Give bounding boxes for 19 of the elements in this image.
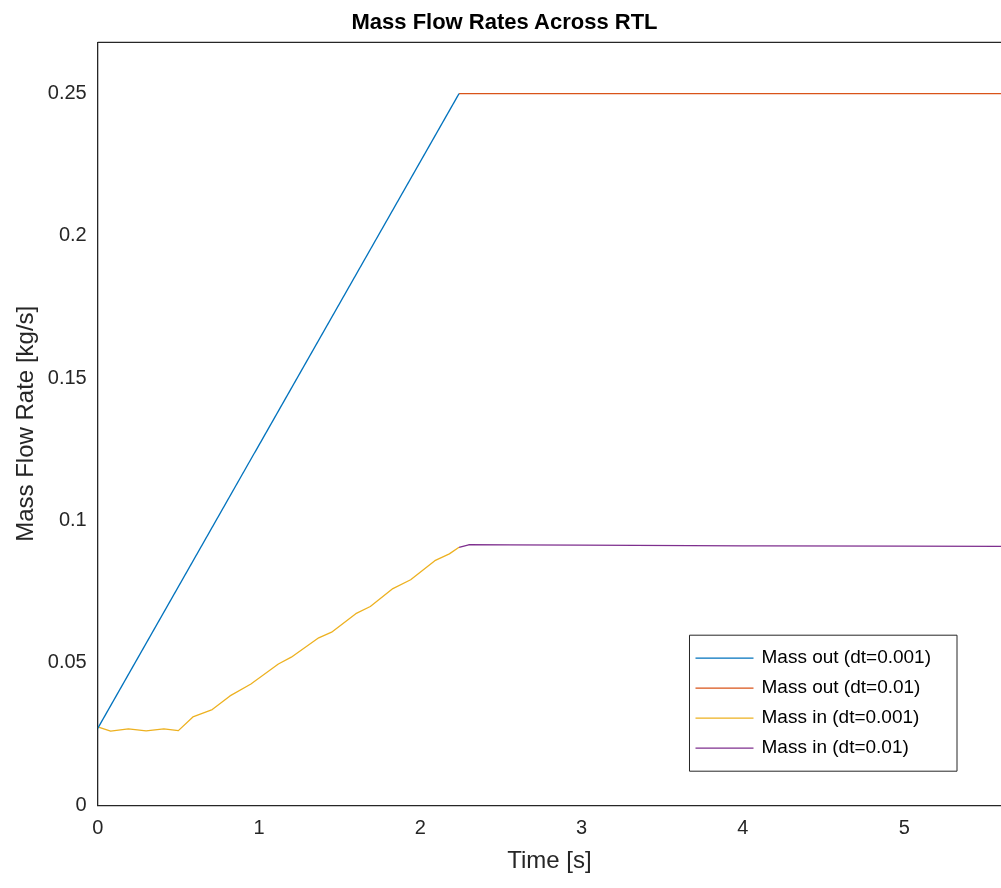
x-tick-label: 0 [92, 815, 104, 838]
y-tick-label: 0.1 [58, 508, 87, 531]
y-tick-label: 0.15 [47, 365, 87, 388]
y-tick-label: 0.05 [47, 650, 87, 673]
x-tick-label: 1 [253, 815, 265, 838]
legend-label: Mass in (dt=0.001) [761, 706, 920, 728]
x-tick-label: 2 [414, 815, 426, 838]
x-tick-label: 3 [576, 815, 588, 838]
y-tick-label: 0 [75, 792, 87, 815]
y-tick-label: 0.25 [47, 81, 87, 104]
legend-label: Mass out (dt=0.001) [761, 646, 932, 668]
legend-label: Mass in (dt=0.01) [761, 736, 909, 758]
y-tick-label: 0.2 [58, 223, 87, 246]
y-axis-title: Mass Flow Rate [kg/s] [11, 305, 39, 542]
x-tick-label: 5 [898, 815, 910, 838]
legend-label: Mass out (dt=0.01) [761, 676, 921, 698]
x-tick-label: 4 [737, 815, 749, 838]
x-axis-title: Time [s] [507, 846, 592, 874]
chart-title: Mass Flow Rates Across RTL [351, 9, 658, 35]
